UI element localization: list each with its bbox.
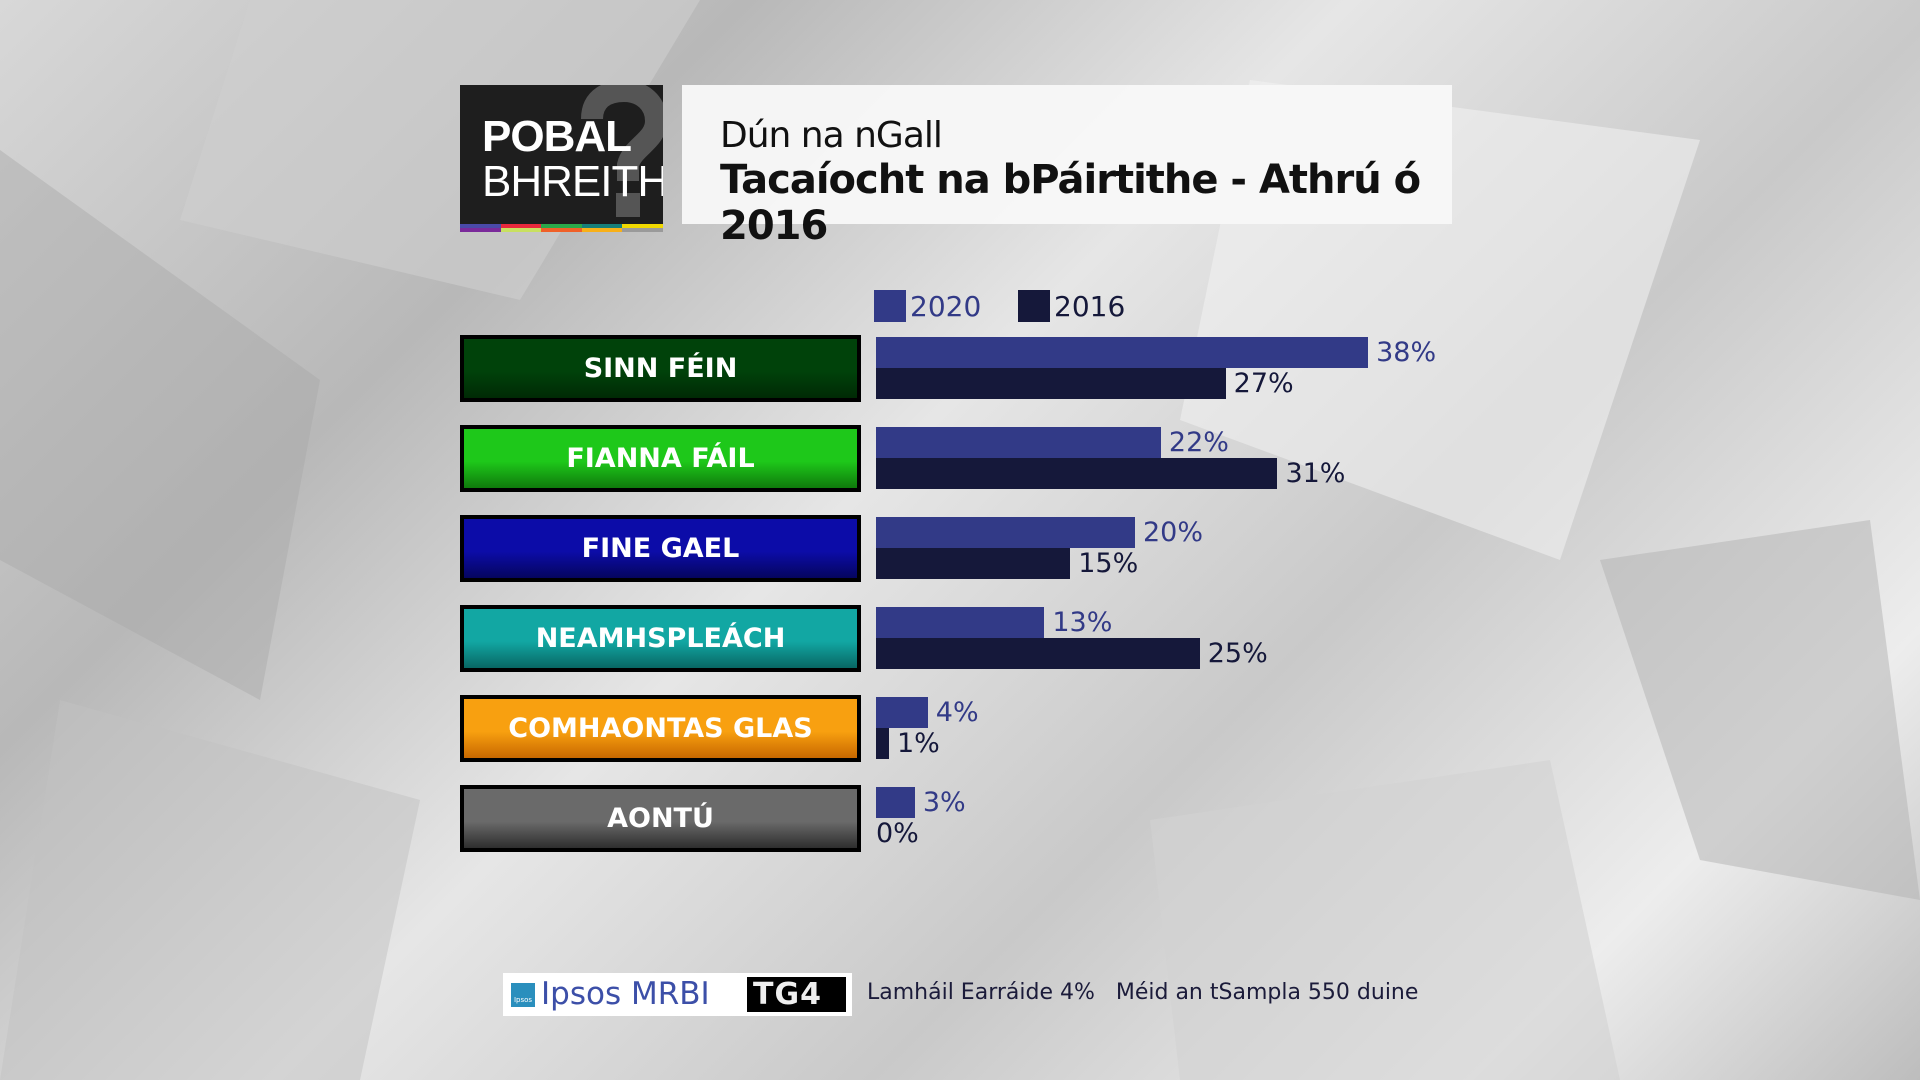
tg4-logo: TG4 [747, 977, 846, 1012]
legend-swatch-2020 [874, 290, 906, 322]
question-mark-icon [581, 85, 663, 217]
value-label-2020: 20% [1143, 517, 1204, 548]
ipsos-logo: Ipsos MRBI [541, 976, 710, 1012]
logo-line2: BHREITH [482, 157, 663, 206]
legend-2016: 2016 [1018, 289, 1126, 323]
logo-stripes [460, 224, 663, 232]
value-label-2016: 0% [876, 818, 919, 849]
bar-2016 [876, 368, 1226, 399]
pobal-bhreith-logo: POBAL BHREITH [460, 85, 663, 232]
legend-label-2020: 2020 [910, 289, 982, 323]
margin-of-error-note: Lamháil Earráide 4% Méid an tSampla 550 … [867, 980, 1419, 1005]
value-label-2016: 25% [1207, 638, 1268, 669]
bar-2016 [876, 458, 1278, 489]
bar-2020 [876, 697, 928, 728]
party-label: SINN FÉIN [460, 335, 861, 402]
legend-swatch-2016 [1018, 290, 1050, 322]
value-label-2020: 38% [1376, 337, 1437, 368]
ipsos-logo-mark: Ipsos [511, 983, 535, 1007]
bar-2016 [876, 548, 1071, 579]
party-label: COMHAONTAS GLAS [460, 695, 861, 762]
logo-line1: POBAL [482, 112, 632, 161]
value-label-2016: 1% [896, 728, 940, 759]
bar-2020 [876, 517, 1135, 548]
party-label: FINE GAEL [460, 515, 861, 582]
value-label-2020: 3% [922, 787, 966, 818]
chart-subtitle: Dún na nGall [720, 115, 943, 156]
bar-2016 [876, 728, 889, 759]
party-label: AONTÚ [460, 785, 861, 852]
value-label-2016: 15% [1078, 548, 1139, 579]
party-label: NEAMHSPLEÁCH [460, 605, 861, 672]
value-label-2020: 4% [935, 697, 979, 728]
value-label-2016: 31% [1285, 458, 1346, 489]
bar-2016 [876, 638, 1200, 669]
bar-2020 [876, 787, 915, 818]
value-label-2016: 27% [1233, 368, 1294, 399]
value-label-2020: 13% [1052, 607, 1113, 638]
legend-label-2016: 2016 [1054, 289, 1126, 323]
sponsor-logos: Ipsos Ipsos MRBI TG4 [503, 973, 852, 1016]
bar-2020 [876, 607, 1045, 638]
bar-2020 [876, 337, 1369, 368]
chart-title: Tacaíocht na bPáirtithe - Athrú ó 2016 [720, 157, 1421, 249]
bar-2020 [876, 427, 1161, 458]
title-box: Dún na nGall Tacaíocht na bPáirtithe - A… [682, 85, 1452, 249]
legend-2020: 2020 [874, 289, 982, 323]
party-label: FIANNA FÁIL [460, 425, 861, 492]
value-label-2020: 22% [1168, 427, 1229, 458]
